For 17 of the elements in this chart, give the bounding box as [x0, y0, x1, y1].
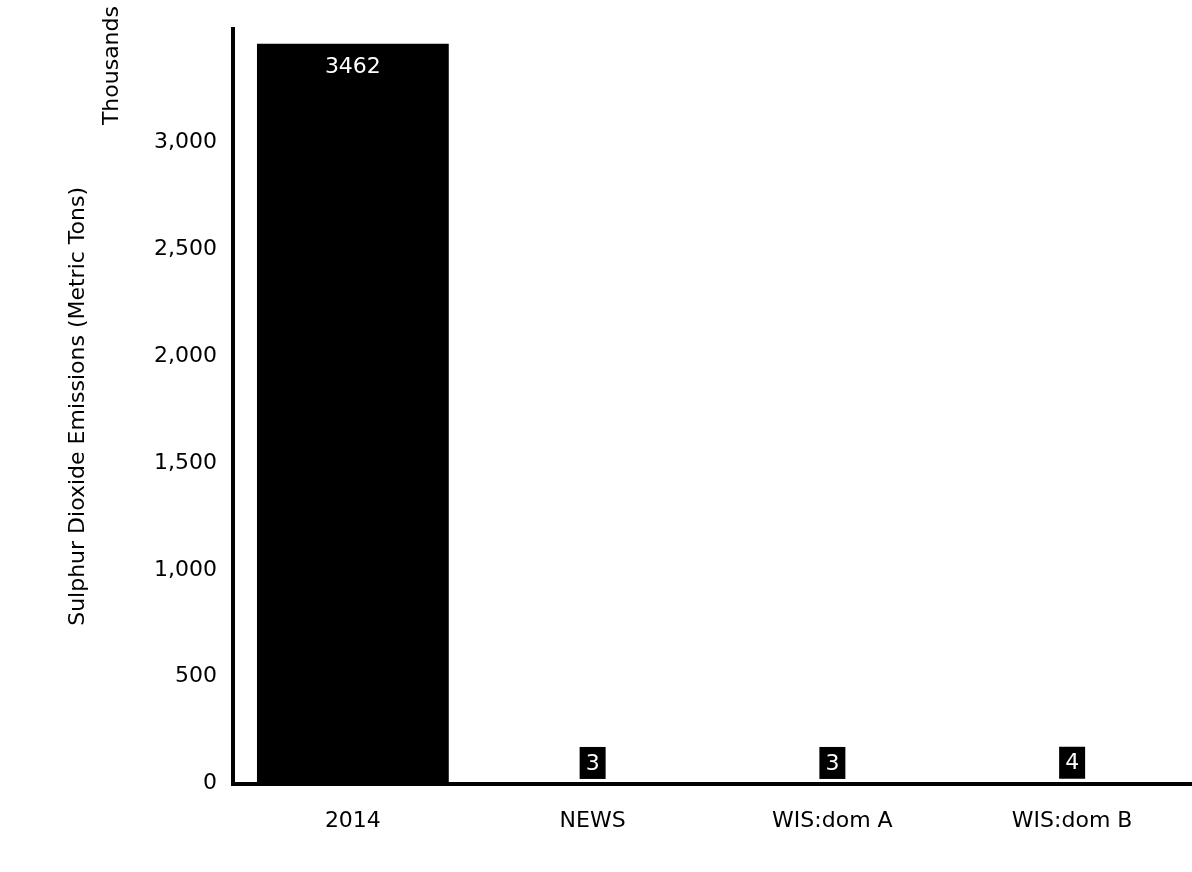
y-tick-label: 0	[203, 769, 217, 795]
y-tick-label: 500	[175, 662, 217, 688]
data-label: 3	[585, 749, 600, 775]
y-tick-label: 1,000	[154, 555, 217, 581]
x-tick-label: WIS:dom A	[772, 806, 893, 832]
y-tick-label: 2,000	[154, 341, 217, 367]
data-label: 4	[1065, 749, 1080, 775]
data-label: 3462	[324, 53, 381, 79]
x-tick-label: NEWS	[559, 806, 626, 832]
x-tick-label: 2014	[324, 806, 381, 832]
text: Thousands	[97, 6, 123, 127]
x-tick-label: WIS:dom B	[1011, 806, 1133, 832]
data-label: 3	[825, 749, 840, 775]
y-tick-label: 3,000	[154, 128, 217, 154]
y-tick-label: 1,500	[154, 448, 217, 474]
y-axis-title: Sulphur Dioxide Emissions (Metric Tons)	[63, 186, 89, 626]
y-tick-label: 2,500	[154, 235, 217, 261]
